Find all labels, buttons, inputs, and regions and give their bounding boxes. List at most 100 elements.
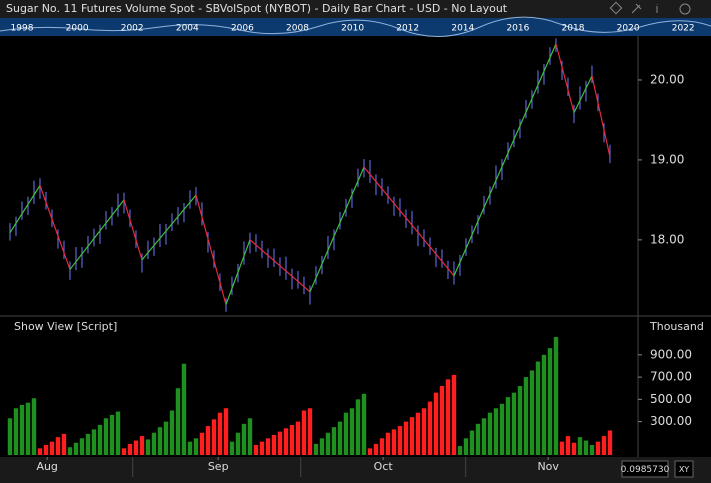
- y-tick-label: 20.00: [650, 72, 684, 86]
- y-tick-label: 19.00: [650, 152, 684, 166]
- volume-bar: [559, 441, 565, 455]
- volume-bar: [403, 421, 409, 455]
- x-tick-label: Aug: [36, 460, 57, 473]
- overview-strip: [0, 18, 711, 36]
- volume-bar: [61, 433, 67, 455]
- volume-bar: [97, 424, 103, 455]
- volume-bar: [7, 418, 13, 455]
- zigzag-leg: [453, 43, 557, 277]
- volume-bar: [301, 410, 307, 455]
- volume-bar: [427, 401, 433, 455]
- volume-bar: [385, 432, 391, 455]
- volume-bar: [217, 412, 223, 455]
- zigzag-leg: [141, 194, 197, 261]
- volume-bar: [511, 392, 517, 455]
- volume-bar: [475, 423, 481, 455]
- overview-year: 1998: [11, 24, 34, 34]
- volume-bar: [13, 408, 19, 455]
- volume-bar: [391, 429, 397, 455]
- volume-bar: [499, 403, 505, 455]
- volume-bar: [187, 441, 193, 455]
- volume-bar: [37, 448, 43, 455]
- volume-bar: [571, 442, 577, 455]
- volume-bar: [133, 440, 139, 455]
- zigzag-leg: [225, 239, 251, 305]
- volume-bar: [145, 439, 151, 455]
- overview-year: 2012: [396, 24, 419, 34]
- overview-year: 2022: [672, 24, 695, 34]
- volume-bar: [85, 433, 91, 455]
- volume-bar: [55, 437, 61, 455]
- zigzag-leg: [249, 239, 311, 293]
- x-tick-label: Oct: [374, 460, 394, 473]
- readout-box: [621, 460, 669, 478]
- y-tick-label: 300.00: [650, 414, 692, 428]
- volume-bar: [169, 410, 175, 455]
- volume-bar: [265, 438, 271, 455]
- volume-bar: [487, 412, 493, 455]
- zigzag-leg: [363, 166, 455, 277]
- readout: 0.0985730: [621, 465, 670, 475]
- volume-bar: [19, 404, 25, 455]
- volume-bar: [355, 399, 361, 455]
- volume-bar: [259, 441, 265, 455]
- overview-year: 2000: [66, 24, 89, 34]
- zigzag-leg: [69, 199, 125, 270]
- volume-bar: [517, 386, 523, 455]
- volume-bar: [379, 438, 385, 455]
- zigzag-leg: [9, 185, 41, 233]
- volume-bar: [319, 438, 325, 455]
- volume-bar: [367, 448, 373, 455]
- zigzag-leg: [591, 75, 611, 157]
- volume-bar: [409, 417, 415, 455]
- mode-label[interactable]: XY: [679, 465, 689, 474]
- volume-bar: [331, 427, 337, 455]
- volume-bar: [67, 447, 73, 455]
- volume-bar: [325, 432, 331, 455]
- volume-bar: [493, 408, 499, 455]
- volume-bar: [115, 411, 121, 455]
- volume-bar: [283, 428, 289, 455]
- zigzag-leg: [555, 43, 575, 113]
- volume-bar: [253, 444, 259, 455]
- volume-bar: [451, 374, 457, 455]
- volume-bar: [139, 436, 145, 455]
- overview-year: 2004: [176, 24, 199, 34]
- zigzag-leg: [195, 194, 227, 305]
- volume-bar: [181, 363, 187, 455]
- overview-line: [0, 16, 711, 37]
- volume-bar: [529, 370, 535, 455]
- overview-year: 2020: [617, 24, 640, 34]
- volume-bar: [577, 437, 583, 455]
- icon-diamond[interactable]: [609, 1, 623, 15]
- volume-bar: [433, 392, 439, 455]
- y-tick-label: 900.00: [650, 347, 692, 361]
- title-bar: [0, 0, 711, 18]
- x-tick-label: Sep: [208, 460, 229, 473]
- volume-bar: [337, 421, 343, 455]
- volume-bar: [247, 418, 253, 455]
- volume-bar: [289, 424, 295, 455]
- volume-bar: [463, 438, 469, 455]
- overview-year: 2010: [341, 24, 364, 34]
- volume-bar: [541, 354, 547, 455]
- overview-year: 2014: [451, 24, 474, 34]
- volume-bar: [127, 443, 133, 455]
- volume-bar: [121, 448, 127, 455]
- y-tick-label: 700.00: [650, 370, 692, 384]
- volume-bar: [313, 443, 319, 455]
- volume-bar: [481, 418, 487, 455]
- volume-bar: [211, 419, 217, 455]
- volume-bar: [445, 379, 451, 455]
- volume-bar: [31, 398, 37, 455]
- icon-close[interactable]: [679, 3, 691, 15]
- volume-bar: [151, 432, 157, 455]
- icon-pin[interactable]: [631, 3, 642, 14]
- mode-box[interactable]: [674, 460, 694, 478]
- volume-bar: [271, 434, 277, 455]
- volume-bar: [469, 430, 475, 455]
- volume-bar: [547, 348, 553, 455]
- volume-bar: [607, 430, 613, 455]
